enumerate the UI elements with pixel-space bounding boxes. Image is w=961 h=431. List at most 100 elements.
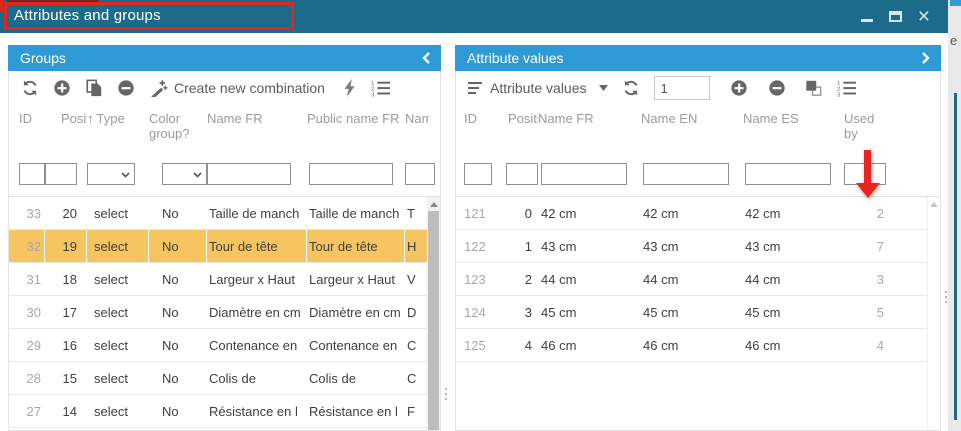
add-icon[interactable]: [730, 79, 748, 97]
table-row[interactable]: 125 4 46 cm 46 cm 46 cm 4: [456, 329, 940, 362]
column-header-color-group[interactable]: Color group?: [149, 111, 190, 141]
column-header-name-en[interactable]: Name EN: [405, 111, 429, 126]
table-row[interactable]: 31 18 select No Largeur x Haut Largeur x…: [9, 263, 440, 296]
table-row[interactable]: 122 1 43 cm 43 cm 43 cm 7: [456, 230, 940, 263]
refresh-icon[interactable]: [622, 79, 640, 97]
table-row[interactable]: 30 17 select No Diamètre en cm Diamètre …: [9, 296, 440, 329]
groups-panel-body: Create new combination 123 ID Position ↑…: [8, 71, 441, 431]
cell-name-en: D: [407, 304, 417, 320]
panel-splitter-handle[interactable]: [944, 291, 948, 303]
filter-used-by-input[interactable]: [844, 163, 886, 185]
cell-name-en: V: [407, 271, 416, 287]
copy-squares-icon[interactable]: [804, 79, 823, 97]
cell-name-en: C: [407, 337, 417, 353]
cell-color-group: No: [162, 403, 179, 419]
filter-position-input[interactable]: [45, 163, 77, 185]
groups-vertical-scrollbar[interactable]: [427, 197, 440, 430]
maximize-button[interactable]: [888, 11, 902, 22]
sort-ascending-icon: ↑: [87, 111, 94, 126]
filter-name-es-input[interactable]: [745, 163, 831, 185]
cell-name-es: 45 cm: [745, 304, 781, 320]
table-row[interactable]: 28 15 select No Colis de Colis de C: [9, 362, 440, 395]
svg-text:2: 2: [371, 87, 374, 93]
filter-position-input[interactable]: [506, 163, 538, 185]
column-header-name-es[interactable]: Name ES: [743, 111, 799, 126]
column-header-name-fr[interactable]: Name FR: [207, 111, 263, 126]
scrollbar-thumb[interactable]: [428, 211, 439, 430]
cell-color-group: No: [162, 271, 179, 287]
cell-name-fr: 43 cm: [541, 238, 577, 254]
cell-type: select: [94, 337, 128, 353]
panel-splitter-handle[interactable]: [444, 388, 448, 400]
cell-type: select: [94, 370, 128, 386]
remove-icon[interactable]: [117, 79, 135, 97]
column-header-id[interactable]: ID: [19, 111, 32, 126]
page-number-input[interactable]: [653, 76, 710, 100]
values-dropdown[interactable]: Attribute values: [468, 80, 608, 96]
filter-id-input[interactable]: [464, 163, 492, 185]
values-vertical-scrollbar[interactable]: [927, 197, 940, 430]
minimize-button[interactable]: [860, 19, 873, 22]
svg-text:3: 3: [837, 93, 840, 97]
cell-name-en: 42 cm: [643, 205, 679, 221]
groups-panel-header: Groups: [8, 45, 441, 71]
background-window-border: [954, 93, 957, 420]
table-row[interactable]: 27 14 select No Résistance en l Résistan…: [9, 395, 440, 428]
cell-type: select: [94, 271, 128, 287]
cell-position: 1: [524, 238, 532, 254]
copy-icon[interactable]: [85, 79, 103, 97]
scroll-up-icon[interactable]: [930, 202, 938, 207]
cell-id: 33: [26, 205, 41, 221]
cell-id: 29: [26, 337, 41, 353]
menu-icon: [468, 81, 484, 95]
column-header-public-name-fr[interactable]: Public name FR: [307, 111, 400, 126]
table-row[interactable]: 121 0 42 cm 42 cm 42 cm 2: [456, 197, 940, 230]
cell-id: 124: [464, 304, 486, 320]
cell-id: 31: [26, 271, 41, 287]
values-filter-row: [456, 163, 940, 197]
collapse-panel-chevron-left-icon[interactable]: [421, 51, 431, 65]
cell-name-fr: 42 cm: [541, 205, 577, 221]
filter-name-fr-input[interactable]: [207, 163, 291, 185]
cell-name-fr: 44 cm: [541, 271, 577, 287]
column-header-position[interactable]: Position: [61, 111, 87, 126]
filter-color-group-select[interactable]: [162, 163, 207, 185]
cell-name-en: 46 cm: [643, 337, 679, 353]
create-combination-button[interactable]: Create new combination: [149, 79, 325, 97]
lightning-icon[interactable]: [343, 79, 357, 97]
remove-icon[interactable]: [768, 79, 786, 97]
cell-used-by: 2: [876, 205, 884, 221]
add-icon[interactable]: [53, 79, 71, 97]
column-header-used-by[interactable]: Used by: [844, 111, 875, 141]
table-row[interactable]: 123 2 44 cm 44 cm 44 cm 3: [456, 263, 940, 296]
filter-public-name-fr-input[interactable]: [309, 163, 393, 185]
scroll-up-icon[interactable]: [429, 202, 438, 207]
column-header-name-fr[interactable]: Name FR: [538, 111, 594, 126]
svg-text:1: 1: [371, 81, 374, 87]
filter-type-select[interactable]: [87, 163, 135, 185]
table-row-selected[interactable]: 32 19 select No Tour de tête Tour de têt…: [9, 230, 440, 263]
table-row[interactable]: 124 3 45 cm 45 cm 45 cm 5: [456, 296, 940, 329]
filter-name-fr-input[interactable]: [541, 163, 627, 185]
column-header-type[interactable]: ↑ Type: [87, 111, 125, 126]
cell-name-es: 43 cm: [745, 238, 781, 254]
values-dropdown-label: Attribute values: [490, 80, 587, 96]
cell-id: 30: [26, 304, 41, 320]
cell-name-fr: Contenance en: [209, 337, 298, 353]
filter-name-en-input[interactable]: [405, 163, 435, 185]
expand-panel-chevron-right-icon[interactable]: [921, 51, 931, 65]
table-row[interactable]: 33 20 select No Taille de manch Taille d…: [9, 197, 440, 230]
table-row[interactable]: 29 16 select No Contenance en Contenance…: [9, 329, 440, 362]
cell-color-group: No: [162, 205, 179, 221]
close-button[interactable]: ×: [917, 4, 930, 28]
filter-id-input[interactable]: [19, 163, 45, 185]
column-header-name-en[interactable]: Name EN: [641, 111, 698, 126]
column-header-position[interactable]: Position: [508, 111, 538, 126]
groups-column-headers: ID Position ↑Type Color group? Name FR P…: [9, 105, 440, 163]
filter-name-en-input[interactable]: [643, 163, 729, 185]
column-header-id[interactable]: ID: [464, 111, 477, 126]
refresh-icon[interactable]: [21, 79, 39, 97]
